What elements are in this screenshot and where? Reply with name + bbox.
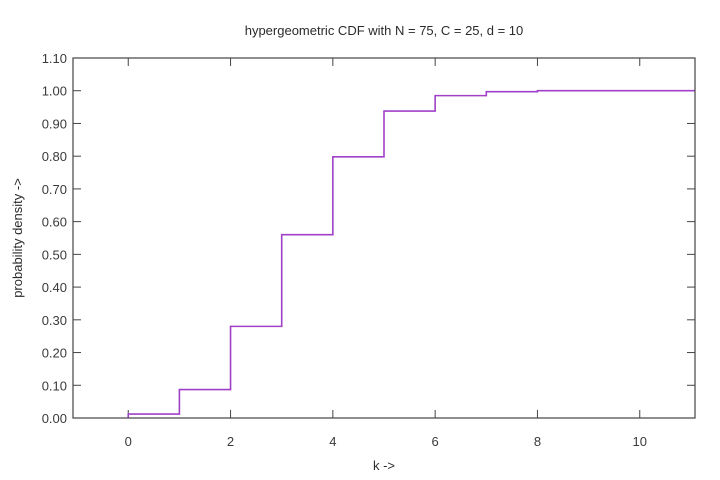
y-tick-label: 1.10 bbox=[42, 51, 67, 66]
x-tick-label: 6 bbox=[432, 434, 439, 449]
y-tick-label: 0.50 bbox=[42, 247, 67, 262]
y-tick-label: 0.80 bbox=[42, 149, 67, 164]
y-tick-label: 0.10 bbox=[42, 378, 67, 393]
y-tick-label: 0.40 bbox=[42, 280, 67, 295]
x-tick-label: 8 bbox=[534, 434, 541, 449]
y-tick-label: 0.60 bbox=[42, 215, 67, 230]
cdf-step-line bbox=[127, 89, 695, 418]
y-tick-label: 0.70 bbox=[42, 182, 67, 197]
y-axis-ticks: 0.00 0.10 0.20 0.30 0.40 0.50 0.60 0.70 0.80 0.90… bbox=[42, 51, 695, 426]
y-tick-label: 1.00 bbox=[42, 84, 67, 99]
y-tick-label: 0.90 bbox=[42, 116, 67, 131]
chart-title: hypergeometric CDF with N = 75, C = 25, … bbox=[245, 23, 524, 38]
x-tick-label: 0 bbox=[125, 434, 132, 449]
x-axis-ticks: 0 2 4 6 8 10 bbox=[125, 58, 647, 449]
x-axis-label: k -> bbox=[373, 458, 395, 473]
x-tick-label: 10 bbox=[633, 434, 647, 449]
y-axis-label: probability density -> bbox=[10, 178, 25, 298]
y-tick-label: 0.30 bbox=[42, 313, 67, 328]
y-tick-label: 0.00 bbox=[42, 411, 67, 426]
x-tick-label: 2 bbox=[227, 434, 234, 449]
plot-frame bbox=[72, 57, 696, 419]
y-tick-label: 0.20 bbox=[42, 346, 67, 361]
x-tick-label: 4 bbox=[329, 434, 336, 449]
